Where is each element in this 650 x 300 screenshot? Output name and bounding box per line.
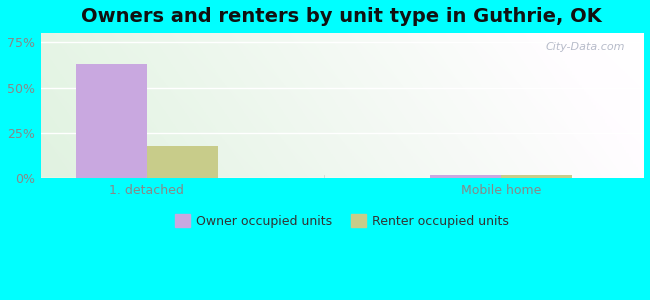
Bar [501, 175, 572, 178]
Bar [76, 64, 147, 178]
Title: Owners and renters by unit type in Guthrie, OK: Owners and renters by unit type in Guthr… [81, 7, 602, 26]
Text: City-Data.com: City-Data.com [545, 42, 625, 52]
Bar [430, 175, 501, 178]
Bar [147, 146, 218, 178]
Legend: Owner occupied units, Renter occupied units: Owner occupied units, Renter occupied un… [170, 209, 514, 233]
